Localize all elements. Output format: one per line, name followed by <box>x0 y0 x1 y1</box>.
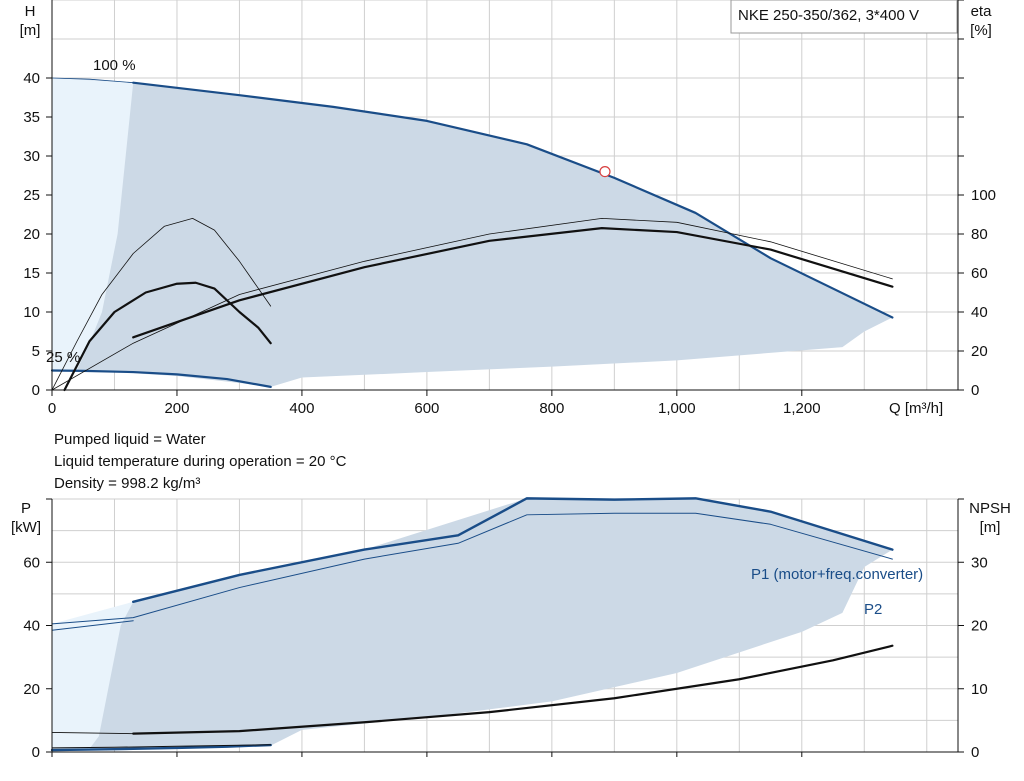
x-tick-label: 200 <box>164 400 189 417</box>
y-right-unit: [m] <box>980 519 1001 536</box>
efficiency-curve <box>63 281 272 392</box>
power-curve <box>50 743 272 752</box>
qh-curve <box>132 81 894 319</box>
y-left-tick-label: 0 <box>32 382 40 399</box>
y-right-tick-label: 40 <box>971 304 988 321</box>
pump-title-box: NKE 250-350/362, 3*400 V <box>730 0 958 34</box>
operating-region-light <box>52 78 134 371</box>
efficiency-curve <box>132 227 894 339</box>
power-curve <box>51 620 134 631</box>
qh-series <box>50 77 894 392</box>
y-left-label: P <box>21 500 31 517</box>
y-right-tick-label: 0 <box>971 382 979 399</box>
y-left-tick-label: 40 <box>23 618 40 635</box>
power-curve <box>132 497 894 603</box>
x-tick-label: 1,000 <box>658 400 696 417</box>
y-left-tick-label: 40 <box>23 70 40 87</box>
y-right-tick-label: 20 <box>971 343 988 360</box>
npsh-curve <box>132 644 894 735</box>
y-left-tick-label: 5 <box>32 343 40 360</box>
x-tick-label: 400 <box>289 400 314 417</box>
x-axis-label: Q [m³/h] <box>889 400 943 417</box>
power-curve <box>51 744 272 749</box>
qh-curve <box>50 369 272 388</box>
y-right-tick-label: 60 <box>971 265 988 282</box>
efficiency-curve <box>51 217 272 391</box>
y-left-tick-label: 25 <box>23 187 40 204</box>
y-right-tick-label: 0 <box>971 744 979 761</box>
y-left-tick-label: 60 <box>23 554 40 571</box>
y-right-tick-label: 100 <box>971 187 996 204</box>
duty-point-marker <box>599 166 611 178</box>
pump-title: NKE 250-350/362, 3*400 V <box>738 7 919 24</box>
operating-region <box>52 78 893 387</box>
speed-100-annotation: 100 % <box>93 57 136 74</box>
operating-region-light <box>52 601 134 751</box>
power-curve <box>51 512 893 625</box>
y-left-tick-label: 35 <box>23 109 40 126</box>
operating-region <box>52 498 893 751</box>
x-tick-label: 0 <box>48 400 56 417</box>
pumped-liquid-text: Pumped liquid = Water <box>54 431 206 448</box>
y-left-tick-label: 0 <box>32 744 40 761</box>
y-left-tick-label: 20 <box>23 681 40 698</box>
y-left-unit: [kW] <box>11 519 41 536</box>
y-right-unit: [%] <box>970 22 992 39</box>
x-tick-label: 1,200 <box>783 400 821 417</box>
x-tick-label: 800 <box>539 400 564 417</box>
qh-curve-lead-in <box>51 77 134 84</box>
power-series <box>50 497 894 752</box>
power-axes: 0 20 40 60 0 10 20 30 P [kW] NPSH [m] P1 (motor+freq… <box>11 498 1011 761</box>
y-right-tick-label: 30 <box>971 554 988 571</box>
power-operating-region <box>52 498 893 751</box>
y-left-tick-label: 10 <box>23 304 40 321</box>
y-right-tick-label: 80 <box>971 226 988 243</box>
qh-operating-region <box>52 78 893 387</box>
y-right-label: NPSH <box>969 500 1011 517</box>
p1-series-label: P1 (motor+freq.converter) <box>751 566 923 583</box>
y-left-tick-label: 30 <box>23 148 40 165</box>
density-text: Density = 998.2 kg/m³ <box>54 475 201 492</box>
x-tick-label: 600 <box>414 400 439 417</box>
y-right-tick-label: 10 <box>971 681 988 698</box>
liquid-temperature-text: Liquid temperature during operation = 20… <box>54 453 347 470</box>
y-left-tick-label: 15 <box>23 265 40 282</box>
y-left-unit: [m] <box>20 22 41 39</box>
npsh-curve <box>51 731 134 735</box>
y-left-tick-label: 20 <box>23 226 40 243</box>
y-right-label: eta <box>971 3 993 20</box>
y-right-tick-label: 20 <box>971 618 988 635</box>
efficiency-curve <box>51 217 893 391</box>
p2-series-label: P2 <box>864 601 882 618</box>
speed-25-annotation: 25 % <box>46 349 80 366</box>
y-left-label: H <box>25 3 36 20</box>
